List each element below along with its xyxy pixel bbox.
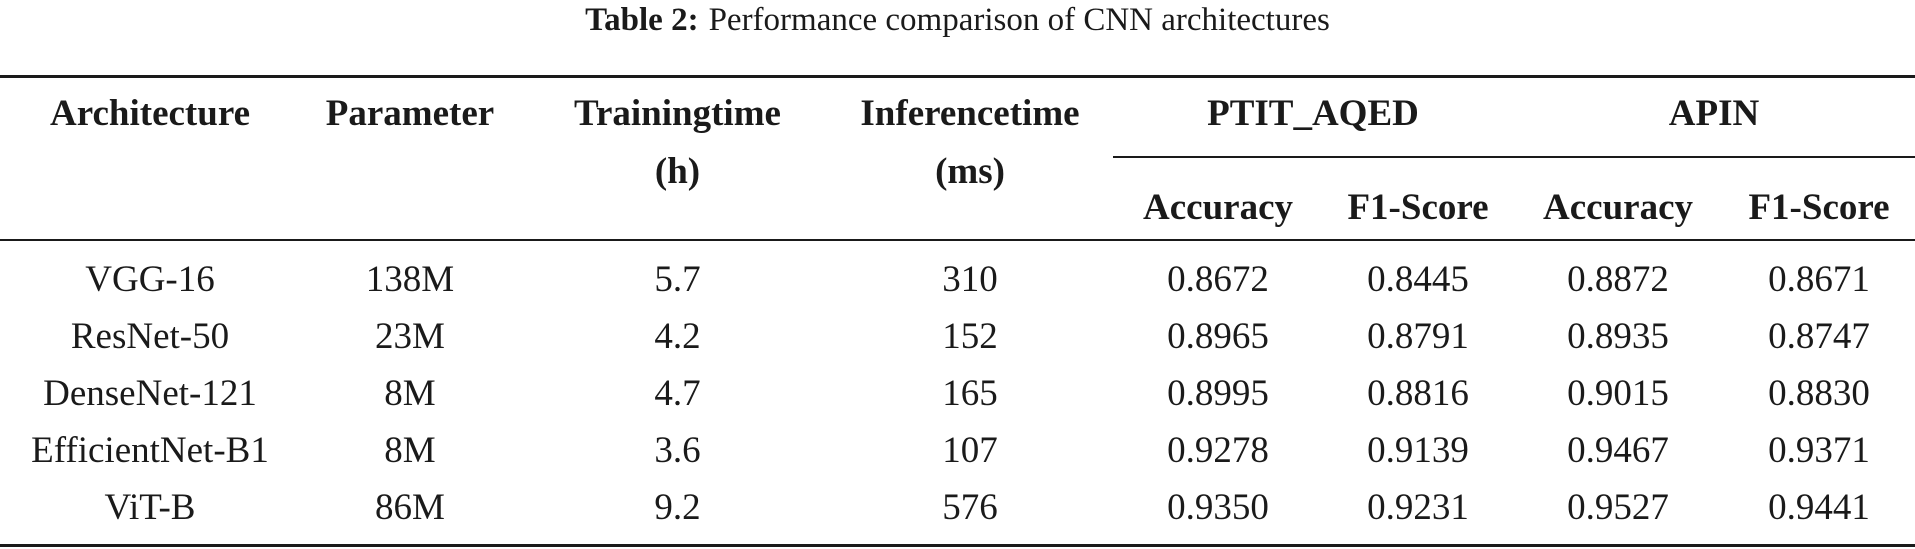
cell-ptit-f1: 0.9231 (1367, 487, 1469, 528)
cell-apin-accuracy: 0.8935 (1567, 316, 1669, 357)
cell-inference-time: 107 (942, 430, 998, 471)
cell-ptit-f1: 0.8445 (1367, 259, 1469, 300)
header-rule (0, 239, 1915, 241)
header-inference-time: Inferencetime (860, 93, 1080, 134)
cell-apin-f1: 0.9371 (1768, 430, 1870, 471)
cell-inference-time: 152 (942, 316, 998, 357)
cell-training-time: 4.2 (654, 316, 701, 357)
cell-inference-time: 165 (942, 373, 998, 414)
header-architecture: Architecture (50, 93, 250, 134)
cell-architecture: EfficientNet-B1 (31, 430, 269, 471)
header-parameter: Parameter (325, 93, 495, 134)
cell-apin-f1: 0.8747 (1768, 316, 1870, 357)
cell-ptit-accuracy: 0.8995 (1167, 373, 1269, 414)
cell-ptit-f1: 0.8816 (1367, 373, 1469, 414)
cell-parameter: 23M (375, 316, 445, 357)
cell-training-time: 9.2 (654, 487, 701, 528)
cell-apin-accuracy: 0.8872 (1567, 259, 1669, 300)
cell-architecture: VGG-16 (85, 259, 215, 300)
cell-apin-accuracy: 0.9527 (1567, 487, 1669, 528)
cell-apin-accuracy: 0.9015 (1567, 373, 1669, 414)
cell-apin-f1: 0.8671 (1768, 259, 1870, 300)
cell-architecture: ResNet-50 (70, 316, 230, 357)
cell-ptit-f1: 0.9139 (1367, 430, 1469, 471)
cell-ptit-accuracy: 0.9350 (1167, 487, 1269, 528)
cell-parameter: 138M (365, 259, 455, 300)
cell-parameter: 8M (384, 430, 436, 471)
header-training-time-unit: (h) (654, 151, 701, 192)
header-f1-score: F1-Score (1748, 187, 1890, 228)
cell-inference-time: 310 (942, 259, 998, 300)
cell-apin-accuracy: 0.9467 (1567, 430, 1669, 471)
header-accuracy: Accuracy (1143, 187, 1293, 228)
caption-label: Table 2: (585, 2, 699, 38)
caption-text: Performance comparison of CNN architectu… (708, 2, 1330, 38)
bottom-rule (0, 544, 1915, 547)
header-group-apin: APIN (1668, 93, 1760, 134)
header-accuracy: Accuracy (1543, 187, 1693, 228)
cell-inference-time: 576 (942, 487, 998, 528)
cell-ptit-accuracy: 0.8672 (1167, 259, 1269, 300)
cell-training-time: 5.7 (654, 259, 701, 300)
cell-apin-f1: 0.8830 (1768, 373, 1870, 414)
cell-architecture: DenseNet-121 (43, 373, 257, 414)
cell-parameter: 86M (375, 487, 445, 528)
cell-architecture: ViT-B (104, 487, 196, 528)
cell-apin-f1: 0.9441 (1768, 487, 1870, 528)
cell-ptit-f1: 0.8791 (1367, 316, 1469, 357)
cell-parameter: 8M (384, 373, 436, 414)
cell-ptit-accuracy: 0.9278 (1167, 430, 1269, 471)
cell-training-time: 3.6 (654, 430, 701, 471)
header-inference-time-unit: (ms) (935, 151, 1005, 192)
header-group-ptit-aqed: PTIT_AQED (1207, 93, 1419, 134)
group-rule (1113, 156, 1915, 158)
table-caption: Table 2: Performance comparison of CNN ar… (0, 0, 1915, 40)
header-f1-score: F1-Score (1347, 187, 1489, 228)
cell-ptit-accuracy: 0.8965 (1167, 316, 1269, 357)
top-rule (0, 75, 1915, 78)
cell-training-time: 4.7 (654, 373, 701, 414)
header-training-time: Trainingtime (574, 93, 781, 134)
